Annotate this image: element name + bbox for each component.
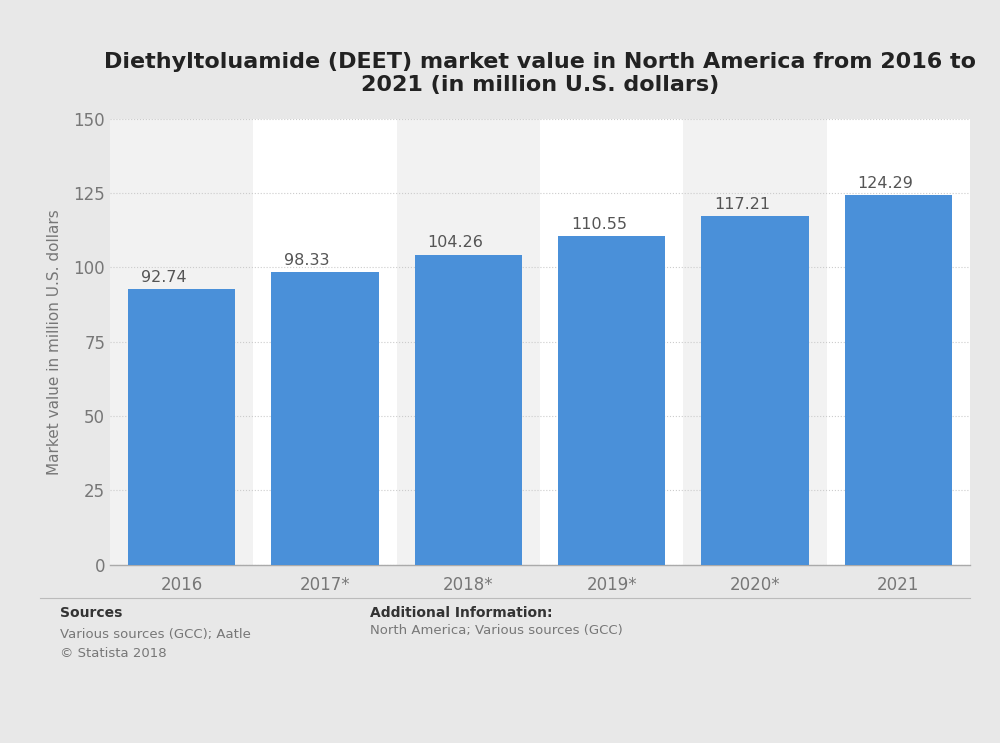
Text: 117.21: 117.21 bbox=[714, 197, 770, 212]
Text: 110.55: 110.55 bbox=[571, 217, 627, 232]
Bar bbox=[397, 119, 540, 565]
Bar bbox=[540, 119, 683, 565]
Text: 92.74: 92.74 bbox=[141, 270, 186, 285]
Title: Diethyltoluamide (DEET) market value in North America from 2016 to
2021 (in mill: Diethyltoluamide (DEET) market value in … bbox=[104, 52, 976, 95]
Text: 104.26: 104.26 bbox=[427, 236, 483, 250]
Text: 98.33: 98.33 bbox=[284, 253, 330, 268]
Bar bbox=[128, 289, 235, 565]
Bar bbox=[558, 236, 665, 565]
Text: Sources: Sources bbox=[60, 606, 122, 620]
Bar bbox=[253, 119, 397, 565]
Bar bbox=[827, 119, 970, 565]
Bar bbox=[683, 119, 827, 565]
Text: Additional Information:: Additional Information: bbox=[370, 606, 552, 620]
Bar bbox=[271, 273, 379, 565]
Bar bbox=[701, 216, 809, 565]
Bar bbox=[845, 195, 952, 565]
Y-axis label: Market value in million U.S. dollars: Market value in million U.S. dollars bbox=[47, 209, 62, 475]
Bar bbox=[110, 119, 253, 565]
Text: Various sources (GCC); Aatle
© Statista 2018: Various sources (GCC); Aatle © Statista … bbox=[60, 628, 251, 660]
Bar bbox=[415, 255, 522, 565]
Text: 124.29: 124.29 bbox=[857, 176, 913, 191]
Text: North America; Various sources (GCC): North America; Various sources (GCC) bbox=[370, 624, 623, 637]
